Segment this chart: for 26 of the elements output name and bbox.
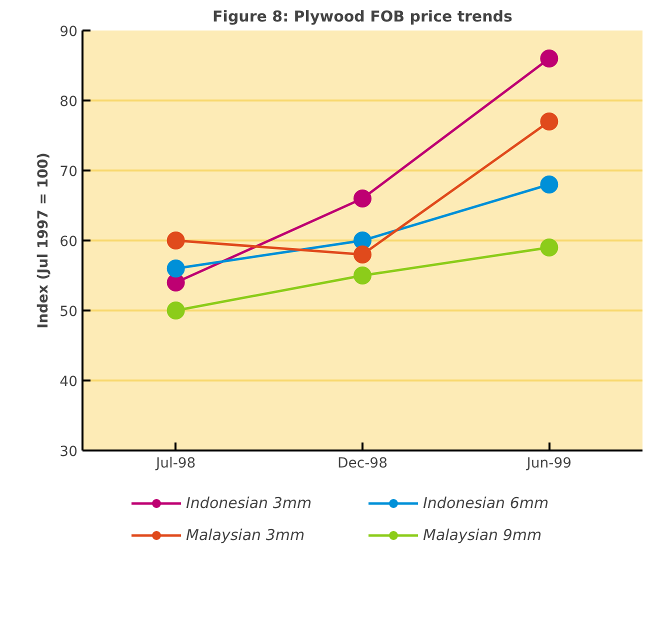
y-tick-label: 30 — [60, 444, 78, 460]
y-tick-label: 60 — [60, 234, 78, 250]
y-tick-label: 70 — [60, 164, 78, 180]
chart-title: Figure 8: Plywood FOB price trends — [212, 8, 513, 26]
legend-label: Indonesian 6mm — [423, 494, 550, 512]
x-tick-label: Jun-99 — [526, 456, 572, 472]
point — [540, 176, 558, 194]
point — [354, 190, 372, 208]
point — [540, 112, 558, 130]
point — [354, 246, 372, 264]
point — [166, 302, 185, 320]
legend-label: Malaysian 9mm — [423, 526, 543, 544]
y-tick-label: 90 — [60, 24, 78, 40]
point — [354, 266, 372, 284]
point — [540, 50, 558, 68]
y-tick-label: 80 — [60, 94, 78, 110]
point — [540, 238, 558, 256]
point — [166, 232, 185, 250]
y-axis-title: Index (Jul 1997 = 100) — [36, 152, 52, 328]
x-tick-label: Dec-98 — [338, 456, 388, 472]
y-tick-label: 40 — [60, 374, 78, 390]
y-tick-label: 50 — [60, 304, 78, 320]
point — [166, 260, 185, 278]
legend-label: Malaysian 3mm — [186, 526, 306, 544]
legend-label: Indonesian 3mm — [186, 494, 313, 512]
x-tick-label: Jul-98 — [154, 456, 196, 472]
